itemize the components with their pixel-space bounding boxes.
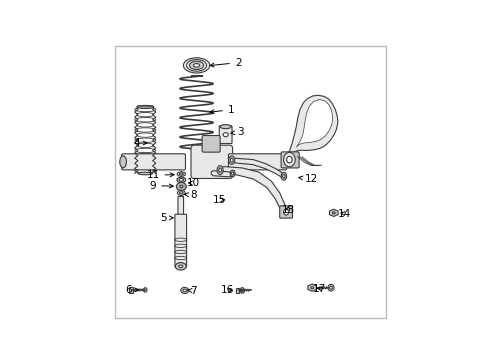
Ellipse shape	[181, 287, 188, 293]
Text: 10: 10	[187, 178, 200, 188]
Ellipse shape	[137, 143, 153, 148]
Ellipse shape	[138, 172, 152, 175]
Text: 4: 4	[133, 138, 147, 148]
Text: 9: 9	[149, 181, 173, 191]
Ellipse shape	[137, 133, 153, 137]
Text: 16: 16	[220, 285, 233, 296]
Ellipse shape	[189, 61, 203, 69]
Bar	[235, 288, 239, 293]
Ellipse shape	[179, 265, 183, 267]
Ellipse shape	[220, 125, 231, 129]
Ellipse shape	[281, 172, 286, 180]
Text: 1: 1	[210, 105, 234, 115]
FancyBboxPatch shape	[279, 206, 292, 218]
Ellipse shape	[135, 118, 156, 122]
Ellipse shape	[329, 286, 332, 289]
Ellipse shape	[135, 158, 156, 163]
Text: 13: 13	[281, 204, 294, 215]
FancyBboxPatch shape	[228, 154, 286, 170]
Polygon shape	[219, 167, 286, 214]
Ellipse shape	[137, 105, 153, 108]
Ellipse shape	[137, 105, 140, 107]
Ellipse shape	[310, 287, 313, 289]
Ellipse shape	[183, 289, 186, 292]
Ellipse shape	[282, 175, 285, 178]
Ellipse shape	[137, 153, 153, 158]
Ellipse shape	[120, 156, 126, 168]
Ellipse shape	[137, 123, 153, 127]
Ellipse shape	[175, 262, 186, 270]
Ellipse shape	[231, 172, 233, 175]
Ellipse shape	[179, 173, 183, 175]
Ellipse shape	[327, 284, 333, 291]
Ellipse shape	[143, 105, 146, 107]
Text: 5: 5	[160, 213, 173, 223]
Ellipse shape	[143, 288, 146, 292]
Ellipse shape	[135, 138, 156, 143]
Ellipse shape	[137, 164, 153, 168]
Polygon shape	[307, 284, 316, 291]
Ellipse shape	[332, 212, 334, 214]
Ellipse shape	[137, 112, 153, 117]
Ellipse shape	[230, 158, 233, 162]
Bar	[129, 287, 132, 293]
Ellipse shape	[223, 133, 228, 137]
Ellipse shape	[177, 177, 185, 183]
Polygon shape	[231, 158, 284, 178]
FancyBboxPatch shape	[175, 214, 186, 267]
Text: 11: 11	[146, 170, 174, 180]
Ellipse shape	[183, 58, 209, 73]
Ellipse shape	[283, 209, 288, 215]
FancyBboxPatch shape	[202, 135, 220, 152]
Ellipse shape	[135, 107, 156, 112]
Ellipse shape	[150, 105, 153, 107]
Text: 7: 7	[187, 286, 197, 296]
Ellipse shape	[147, 105, 149, 107]
Ellipse shape	[286, 156, 292, 163]
Ellipse shape	[193, 64, 199, 67]
Text: 17: 17	[313, 284, 326, 293]
Ellipse shape	[180, 185, 183, 188]
Ellipse shape	[177, 190, 185, 195]
FancyBboxPatch shape	[281, 152, 299, 168]
Polygon shape	[296, 99, 332, 147]
Ellipse shape	[177, 172, 185, 176]
Polygon shape	[211, 171, 232, 177]
Ellipse shape	[186, 59, 206, 71]
Ellipse shape	[135, 128, 156, 132]
Text: 12: 12	[298, 174, 318, 184]
Ellipse shape	[228, 156, 234, 164]
Ellipse shape	[241, 289, 243, 292]
Ellipse shape	[176, 183, 186, 191]
Ellipse shape	[218, 168, 221, 172]
Text: 2: 2	[210, 58, 241, 68]
Text: 14: 14	[338, 209, 351, 219]
Ellipse shape	[141, 105, 143, 107]
Text: 8: 8	[184, 190, 197, 200]
Ellipse shape	[217, 166, 223, 175]
Text: 3: 3	[230, 127, 244, 137]
Ellipse shape	[283, 152, 295, 167]
Text: 6: 6	[125, 285, 139, 295]
Ellipse shape	[230, 170, 235, 177]
Polygon shape	[284, 95, 337, 157]
FancyBboxPatch shape	[191, 145, 232, 179]
FancyBboxPatch shape	[178, 197, 183, 216]
Ellipse shape	[240, 288, 244, 293]
Text: 15: 15	[212, 195, 226, 205]
FancyBboxPatch shape	[122, 154, 185, 170]
Ellipse shape	[179, 179, 183, 181]
Ellipse shape	[135, 148, 156, 153]
Ellipse shape	[179, 192, 183, 194]
Polygon shape	[329, 209, 337, 216]
FancyBboxPatch shape	[219, 126, 232, 144]
Ellipse shape	[135, 169, 156, 173]
